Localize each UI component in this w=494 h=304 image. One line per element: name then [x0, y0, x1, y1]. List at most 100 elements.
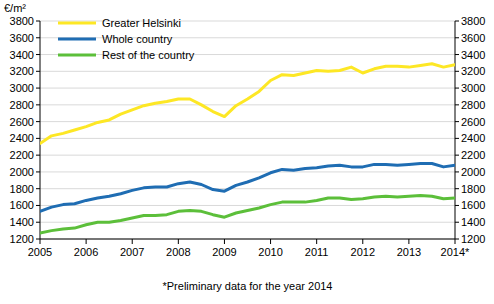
- grid-line: [40, 88, 455, 89]
- y-tick-label: 3400: [10, 49, 34, 61]
- x-tick: [40, 239, 41, 244]
- y2-tick: [455, 239, 459, 240]
- y2-tick-label: 2600: [461, 116, 485, 128]
- x-tick: [178, 239, 179, 244]
- y-tick: [36, 54, 40, 55]
- legend-label: Whole country: [102, 33, 173, 45]
- chart: 1200 1200 1400 1400 1600 1600 1800 1800 2000 2000…: [0, 0, 494, 304]
- legend-swatch: [58, 54, 96, 57]
- x-tick-label: 2006: [74, 246, 98, 258]
- y2-tick: [455, 37, 459, 38]
- y2-tick: [455, 205, 459, 206]
- y-tick-label: 2800: [10, 99, 34, 111]
- plot-area: [40, 64, 455, 233]
- y2-tick: [455, 54, 459, 55]
- y-tick: [36, 188, 40, 189]
- footnote: *Preliminary data for the year 2014: [163, 280, 333, 292]
- y-tick-label: 1600: [10, 199, 34, 211]
- x-tick-label: 2005: [28, 246, 52, 258]
- y-tick-label: 3600: [10, 32, 34, 44]
- y-axis-label: €/m²: [4, 2, 26, 14]
- grid-line: [40, 155, 455, 156]
- y-tick: [36, 71, 40, 72]
- legend-label: Rest of the country: [102, 49, 195, 61]
- x-tick-label: 2010: [258, 246, 282, 258]
- legend-label: Greater Helsinki: [102, 17, 181, 29]
- grid-line: [40, 188, 455, 189]
- y-tick: [36, 88, 40, 89]
- x-tick: [132, 239, 133, 244]
- grid-line: [40, 104, 455, 105]
- y2-tick-label: 3200: [461, 65, 485, 77]
- y2-tick-label: 3800: [461, 15, 485, 27]
- y2-tick: [455, 88, 459, 89]
- x-tick: [455, 239, 456, 244]
- series-line: [40, 164, 455, 212]
- legend-swatch: [58, 38, 96, 41]
- x-tick-label: 2012: [351, 246, 375, 258]
- y2-tick: [455, 21, 459, 22]
- y-tick: [36, 104, 40, 105]
- y-tick: [36, 171, 40, 172]
- x-tick-label: 2009: [212, 246, 236, 258]
- y-axis: [40, 21, 41, 239]
- x-tick: [224, 239, 225, 244]
- y2-tick-label: 2200: [461, 149, 485, 161]
- y2-tick-label: 2400: [461, 132, 485, 144]
- y2-tick: [455, 71, 459, 72]
- y2-tick-label: 1600: [461, 199, 485, 211]
- x-tick-label: 2007: [120, 246, 144, 258]
- y-tick-label: 2000: [10, 166, 34, 178]
- y2-tick-label: 2000: [461, 166, 485, 178]
- y2-tick: [455, 222, 459, 223]
- y-tick: [36, 121, 40, 122]
- y-tick-label: 2600: [10, 116, 34, 128]
- y-tick: [36, 239, 40, 240]
- x-tick-label: 2013: [397, 246, 421, 258]
- y-tick-label: 3800: [10, 15, 34, 27]
- x-tick: [362, 239, 363, 244]
- y-tick: [36, 37, 40, 38]
- y-tick: [36, 138, 40, 139]
- y2-tick: [455, 188, 459, 189]
- y-tick-label: 3000: [10, 82, 34, 94]
- legend: Greater Helsinki Whole country Rest of the…: [58, 17, 195, 61]
- x-tick: [270, 239, 271, 244]
- y-tick: [36, 155, 40, 156]
- y-tick: [36, 222, 40, 223]
- y-tick-label: 1200: [10, 233, 34, 245]
- legend-swatch: [58, 22, 96, 25]
- x-tick-label: 2011: [305, 246, 329, 258]
- y2-tick-label: 1800: [461, 183, 485, 195]
- y2-tick-label: 1400: [461, 216, 485, 228]
- y2-tick: [455, 121, 459, 122]
- y2-axis: [455, 21, 456, 239]
- y-tick: [36, 21, 40, 22]
- y2-tick: [455, 104, 459, 105]
- x-tick-label: 2014*: [441, 246, 470, 258]
- y-tick-label: 1800: [10, 183, 34, 195]
- grid-line: [40, 239, 455, 240]
- grid-line: [40, 71, 455, 72]
- y-tick-label: 3200: [10, 65, 34, 77]
- y-tick: [36, 205, 40, 206]
- y2-tick-label: 2800: [461, 99, 485, 111]
- x-tick-label: 2008: [166, 246, 190, 258]
- x-tick: [316, 239, 317, 244]
- y-tick-label: 2400: [10, 132, 34, 144]
- x-tick: [86, 239, 87, 244]
- y2-tick: [455, 171, 459, 172]
- y2-tick-label: 3400: [461, 49, 485, 61]
- grid-line: [40, 171, 455, 172]
- x-tick: [408, 239, 409, 244]
- series-line: [40, 64, 455, 144]
- x-axis: [40, 239, 455, 240]
- y-tick-label: 1400: [10, 216, 34, 228]
- y2-tick-label: 3000: [461, 82, 485, 94]
- y2-tick: [455, 155, 459, 156]
- y2-tick-label: 3600: [461, 32, 485, 44]
- y2-tick-label: 1200: [461, 233, 485, 245]
- y2-tick: [455, 138, 459, 139]
- grid-line: [40, 138, 455, 139]
- y-tick-label: 2200: [10, 149, 34, 161]
